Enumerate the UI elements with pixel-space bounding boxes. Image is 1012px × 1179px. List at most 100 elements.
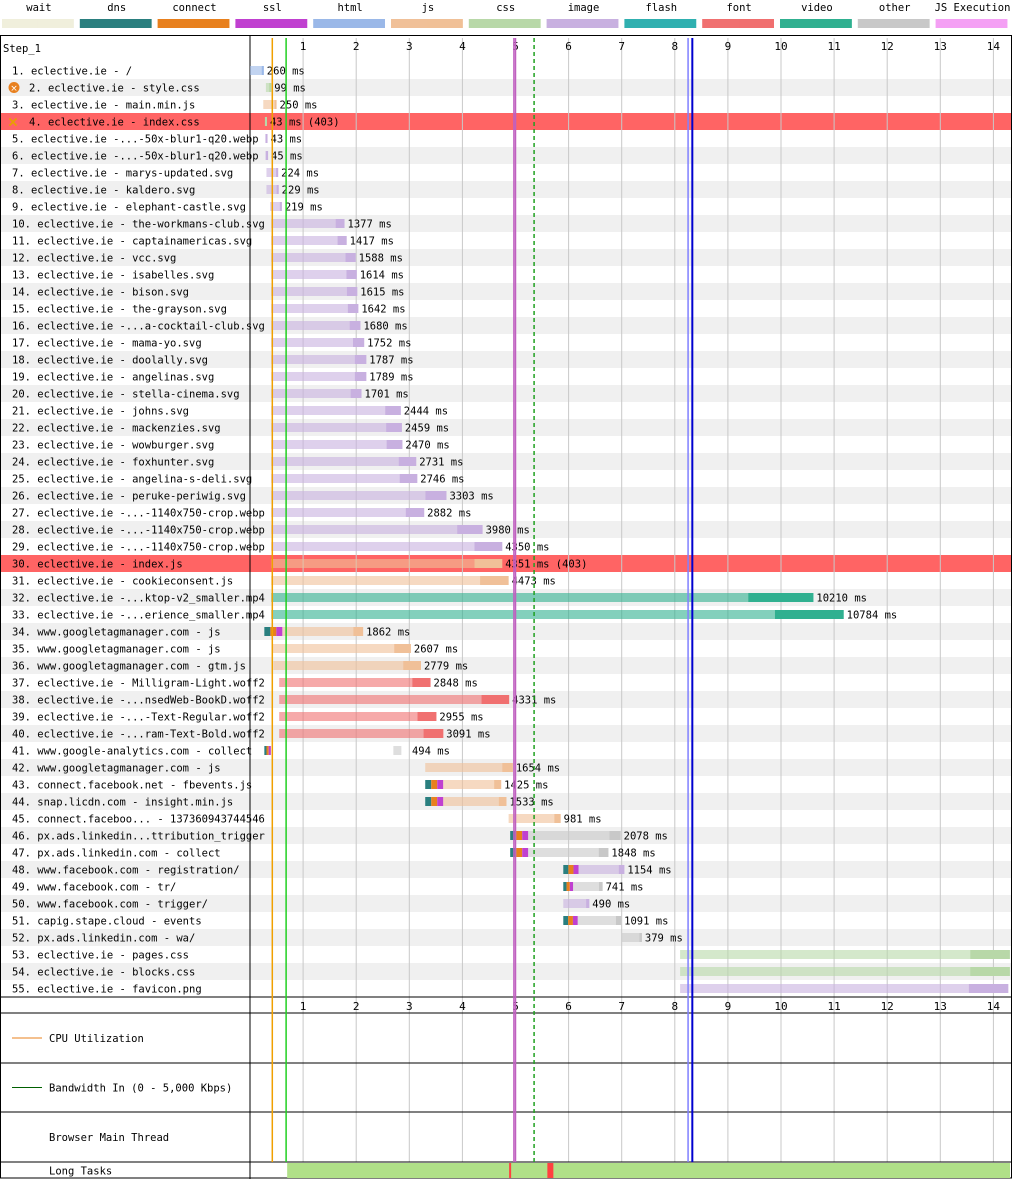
legend-label: other <box>879 2 911 14</box>
request-label: 39. eclective.ie -...-Text-Regular.woff2 <box>12 712 265 724</box>
connect-segment <box>568 865 574 874</box>
dns-segment <box>425 797 432 806</box>
ssl-segment <box>573 865 579 874</box>
request-time: 2731 ms <box>419 457 463 469</box>
request-label: 6. eclective.ie -...-50x-blur1-q20.webp <box>12 151 259 163</box>
ssl-segment <box>437 780 444 789</box>
connect-segment <box>568 916 573 925</box>
request-bar <box>271 372 367 381</box>
ssl-segment <box>437 797 444 806</box>
legend-label: JS Execution <box>935 2 1011 14</box>
dns-segment <box>264 746 267 755</box>
request-label: 47. px.ads.linkedin.com - collect <box>12 848 221 860</box>
request-bar <box>271 576 509 585</box>
x-tick-label: 12 <box>881 40 894 53</box>
request-bar <box>425 763 513 772</box>
row-background <box>1 368 1011 385</box>
legend-swatch-shade <box>37 19 74 28</box>
row-background <box>1 504 1011 521</box>
request-label: 16. eclective.ie -...a-cocktail-club.svg <box>12 321 265 333</box>
request-time: 741 ms <box>606 882 644 894</box>
request-label: 44. snap.licdn.com - insight.min.js <box>12 797 233 809</box>
row-background <box>1 215 1011 232</box>
x-tick-label: 1 <box>300 1000 307 1013</box>
request-label: 18. eclective.ie - doolally.svg <box>12 355 208 367</box>
request-bar <box>282 627 364 636</box>
download-segment <box>347 304 359 313</box>
row-background <box>1 640 1011 657</box>
connect-segment <box>431 780 438 789</box>
download-segment <box>425 491 447 500</box>
x-tick-label: 3 <box>406 40 413 53</box>
ssl-segment <box>276 627 283 636</box>
request-label: 9. eclective.ie - elephant-castle.svg <box>12 202 246 214</box>
request-bar <box>680 984 1009 993</box>
download-segment <box>502 763 513 772</box>
legend-swatch-shade <box>893 19 930 28</box>
download-segment <box>403 661 421 670</box>
request-time: 2746 ms <box>420 474 464 486</box>
request-label: 38. eclective.ie -...nsedWeb-BookD.woff2 <box>12 695 265 707</box>
row-background <box>1 96 1011 113</box>
request-label: 5. eclective.ie -...-50x-blur1-q20.webp <box>12 134 259 146</box>
request-label: 17. eclective.ie - mama-yo.svg <box>12 338 202 350</box>
row-background <box>1 249 1011 266</box>
request-bar <box>528 831 621 840</box>
request-bar <box>271 491 447 500</box>
download-segment <box>349 321 361 330</box>
x-tick-label: 14 <box>987 1000 1001 1013</box>
download-segment <box>639 933 642 942</box>
row-background <box>1 674 1011 691</box>
x-tick-label: 8 <box>671 1000 678 1013</box>
panel-label: Browser Main Thread <box>49 1132 169 1144</box>
row-background <box>1 62 1011 79</box>
error-icon-glyph: × <box>10 84 18 94</box>
ssl-segment <box>522 831 529 840</box>
row-background <box>1 895 1011 912</box>
request-time: 2779 ms <box>424 661 468 673</box>
request-label: 22. eclective.ie - mackenzies.svg <box>12 423 221 435</box>
long-task-block <box>547 1163 554 1178</box>
request-label: 26. eclective.ie - peruke-periwig.svg <box>12 491 246 503</box>
request-bar <box>271 236 347 245</box>
request-bar <box>680 950 1010 959</box>
panel-label: Long Tasks <box>49 1166 112 1178</box>
request-time: 250 ms <box>280 100 318 112</box>
row-background <box>1 402 1011 419</box>
x-tick-label: 11 <box>827 40 840 53</box>
request-time: 2444 ms <box>404 406 448 418</box>
row-background <box>1 436 1011 453</box>
request-time: 229 ms <box>282 185 320 197</box>
request-label: 24. eclective.ie - foxhunter.svg <box>12 457 214 469</box>
request-label: 43. connect.facebook.net - fbevents.js <box>12 780 252 792</box>
request-time: 494 ms <box>412 746 450 758</box>
request-time: 4331 ms <box>512 695 556 707</box>
request-time: 3303 ms <box>449 491 493 503</box>
x-tick-label: 13 <box>934 1000 947 1013</box>
event-markers <box>271 38 694 1162</box>
ssl-segment <box>569 882 574 891</box>
legend-swatch-shade <box>660 19 697 28</box>
request-label: 13. eclective.ie - isabelles.svg <box>12 270 214 282</box>
x-tick-label: 3 <box>406 1000 413 1013</box>
row-background <box>1 385 1011 402</box>
legend-label: font <box>726 2 751 14</box>
request-time: 1588 ms <box>359 253 403 265</box>
request-time: 10784 ms <box>847 610 898 622</box>
request-label: 37. eclective.ie - Milligram-Light.woff2 <box>12 678 265 690</box>
legend-label: js <box>422 2 435 14</box>
legend-swatch <box>857 19 930 28</box>
download-segment <box>354 355 367 364</box>
request-bar <box>393 746 402 755</box>
download-segment <box>748 593 814 602</box>
request-bar <box>578 865 625 874</box>
download-segment <box>417 712 437 721</box>
legend-swatch-shade <box>271 19 308 28</box>
request-label: 28. eclective.ie -...-1140x750-crop.webp <box>12 525 265 537</box>
x-tick-label: 6 <box>565 40 572 53</box>
download-segment <box>274 100 277 109</box>
download-segment <box>474 559 503 568</box>
legend-swatch-shade <box>971 19 1008 28</box>
download-segment <box>394 644 411 653</box>
